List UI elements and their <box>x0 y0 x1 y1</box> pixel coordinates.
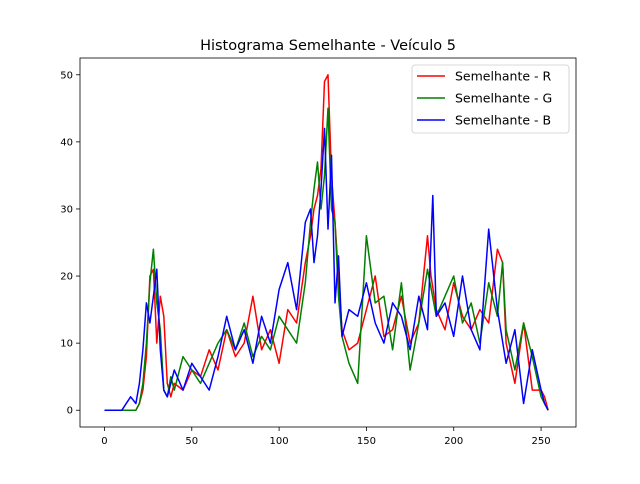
series-line-3 <box>104 127 549 411</box>
x-tick-label: 200 <box>444 436 463 447</box>
plot-frame <box>79 57 577 428</box>
series-line-2 <box>104 107 549 411</box>
x-tick-label: 150 <box>357 436 376 447</box>
axes-layer: 0 50 100 150 200 250 0 10 20 30 40 50 <box>60 57 577 447</box>
series-line-1 <box>104 74 549 411</box>
chart-title: Histograma Semelhante - Veículo 5 <box>200 38 456 54</box>
legend-label-3: Semelhante - B <box>455 113 551 128</box>
legend: Semelhante - R Semelhante - G Semelhante -… <box>411 64 570 134</box>
legend-box <box>411 64 570 134</box>
x-tick-label: 0 <box>101 436 107 447</box>
y-tick-label: 50 <box>60 70 73 81</box>
legend-label-2: Semelhante - G <box>455 91 552 106</box>
y-tick-label: 40 <box>60 137 73 148</box>
x-tick-label: 50 <box>185 436 198 447</box>
legend-label-1: Semelhante - R <box>455 69 552 84</box>
x-tick-label: 250 <box>532 436 551 447</box>
x-tick-label: 100 <box>270 436 289 447</box>
y-tick-label: 30 <box>60 204 73 215</box>
y-tick-label: 0 <box>67 406 73 417</box>
y-tick-label: 20 <box>60 272 73 283</box>
y-tick-label: 10 <box>60 339 73 350</box>
series-layer <box>104 74 549 411</box>
